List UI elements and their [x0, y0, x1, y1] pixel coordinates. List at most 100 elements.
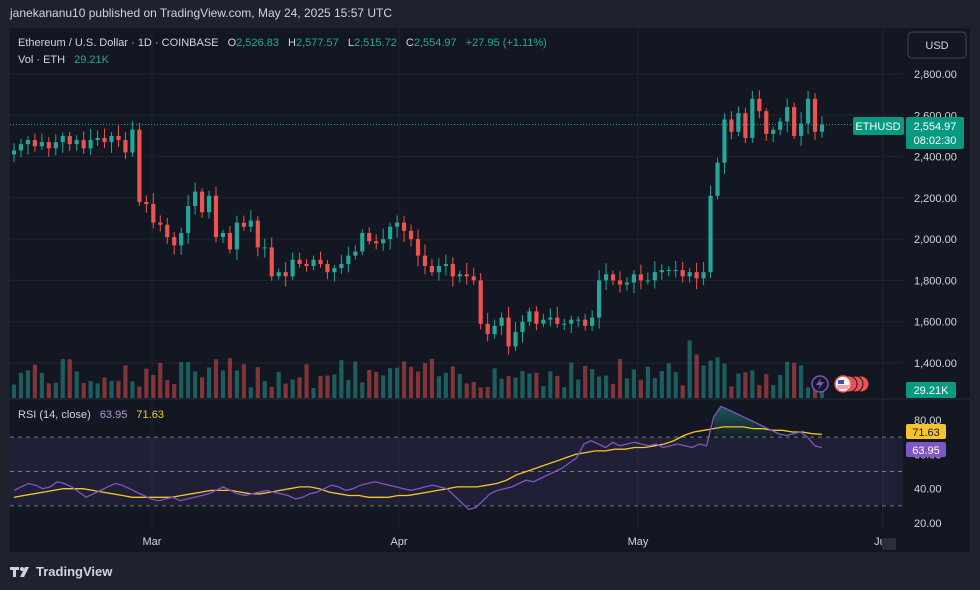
candle-body — [88, 140, 93, 149]
volume-bar — [388, 368, 393, 398]
candle-body — [199, 191, 205, 213]
candle-body — [269, 247, 274, 277]
price-axis-label: 1,600.00 — [914, 317, 957, 329]
rsi-ma-legend-value: 71.63 — [136, 409, 164, 421]
volume-bar — [213, 359, 219, 398]
candle-body — [743, 113, 748, 138]
volume-bar — [805, 387, 811, 398]
volume-bar — [290, 379, 295, 398]
volume-bar — [548, 371, 553, 398]
volume-bar — [32, 364, 37, 398]
volume-bar — [457, 373, 462, 398]
volume-bar — [39, 373, 44, 398]
candle-body — [151, 204, 156, 223]
volume-bar — [590, 369, 595, 398]
candle-body — [548, 317, 553, 320]
volume-bar — [74, 371, 79, 398]
volume-bar — [478, 387, 483, 398]
price-axis[interactable]: 2,800.002,600.002,400.002,200.002,000.00… — [914, 69, 957, 370]
rsi-line — [13, 405, 823, 511]
volume-bar — [116, 380, 121, 398]
volume-bar — [464, 383, 469, 398]
rsi-label: RSI (14, close) — [18, 409, 91, 421]
candle-body — [520, 321, 525, 333]
chart-svg[interactable]: 2,800.002,600.002,400.002,200.002,000.00… — [10, 28, 970, 552]
volume-bar — [172, 384, 177, 398]
candle-body — [736, 113, 741, 132]
low-value: 2,515.72 — [354, 37, 397, 49]
us-flag-event-icons[interactable] — [834, 375, 870, 393]
candle-body — [276, 272, 281, 277]
volume-bar — [395, 367, 400, 398]
candle-body — [283, 272, 288, 277]
volume-bar — [206, 367, 212, 398]
volume-bar — [750, 370, 755, 398]
candle-body — [771, 129, 776, 134]
rsi-tag: 63.95 — [906, 442, 946, 457]
volume-bar — [374, 371, 379, 398]
candle-body — [18, 144, 24, 151]
candle-body — [652, 272, 657, 281]
candle-body — [388, 226, 393, 240]
volume-bar — [276, 371, 281, 398]
candle-body — [255, 220, 260, 248]
candle-body — [534, 311, 539, 324]
close-label: C — [406, 37, 414, 49]
volume-bar — [701, 365, 706, 398]
volume-bar — [513, 377, 518, 398]
volume-legend: Vol · ETH 29.21K — [18, 54, 110, 66]
candle-body — [137, 129, 142, 202]
candle-body — [39, 142, 44, 147]
volume-bar — [631, 369, 637, 398]
price-axis-label: 1,800.00 — [914, 275, 957, 287]
volume-bar — [610, 383, 616, 398]
rsi-axis-label: 20.00 — [914, 518, 942, 530]
scroll-to-realtime-button[interactable] — [882, 538, 896, 550]
candlesticks — [11, 90, 825, 355]
candle-body — [555, 317, 560, 324]
candle-body — [401, 222, 407, 231]
candle-body — [332, 268, 337, 273]
candle-body — [74, 140, 79, 145]
lightning-event-icon[interactable] — [811, 375, 829, 393]
candle-body — [429, 265, 435, 273]
volume-bar — [422, 363, 428, 398]
volume-bar — [151, 374, 156, 398]
candle-body — [422, 255, 428, 266]
volume-tag: 29.21K — [906, 382, 956, 398]
candle-body — [367, 232, 372, 242]
volume-bar — [541, 386, 546, 398]
volume-bar — [429, 358, 435, 398]
candle-body — [415, 239, 421, 256]
candle-body — [792, 107, 797, 136]
volume-bar — [673, 372, 678, 398]
volume-bar — [165, 380, 170, 398]
volume-bar — [617, 359, 623, 398]
open-value: 2,526.83 — [236, 37, 279, 49]
volume-bar — [311, 387, 316, 398]
candle-body — [67, 135, 72, 145]
time-axis[interactable]: MarAprMayJun — [143, 536, 892, 548]
candle-body — [172, 237, 177, 246]
volume-bar — [283, 383, 288, 398]
volume-bar — [443, 372, 448, 398]
volume-bar — [499, 378, 504, 398]
price-axis-label: 1,400.00 — [914, 358, 957, 370]
volume-bar — [764, 374, 769, 398]
candle-body — [659, 270, 664, 273]
candle-body — [248, 220, 253, 227]
volume-bar — [227, 358, 233, 398]
currency-button[interactable]: USD — [907, 31, 967, 59]
candle-body — [130, 129, 135, 153]
candle-body — [569, 319, 574, 324]
brand-name: TradingView — [36, 564, 113, 579]
volume-bar — [603, 375, 609, 398]
volume-bar — [381, 375, 386, 398]
candle-body — [241, 222, 246, 227]
chart-panel[interactable]: 2,800.00 2,600.00 2,400.00 2,200.00 2,000.00… — [10, 28, 970, 552]
candle-body — [638, 274, 643, 281]
candle-body — [381, 239, 386, 244]
volume-bar — [492, 368, 497, 398]
tradingview-brand[interactable]: TradingView — [10, 564, 112, 579]
candle-body — [95, 137, 100, 141]
